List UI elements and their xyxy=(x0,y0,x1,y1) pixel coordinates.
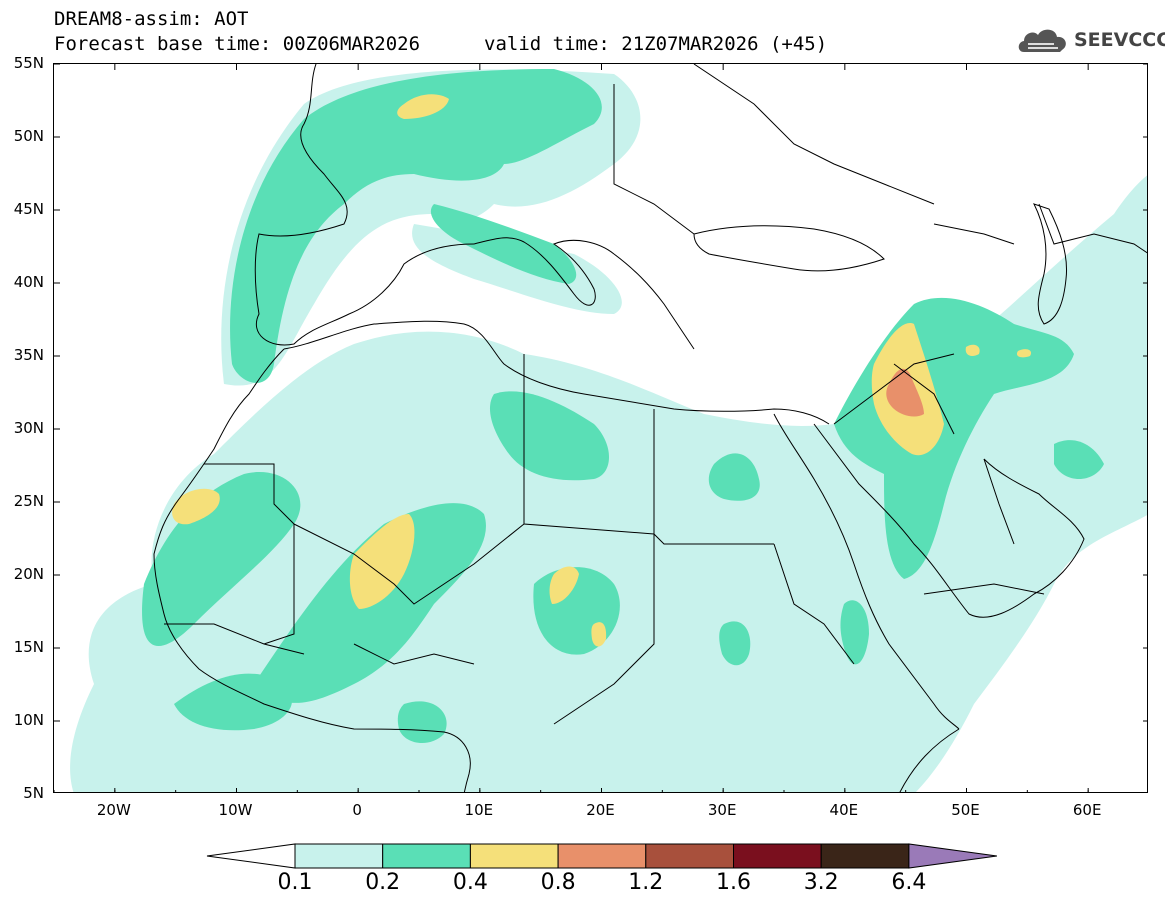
colorbar-box xyxy=(557,843,647,869)
cloud-icon xyxy=(1018,29,1066,52)
lon-label: 60E xyxy=(1072,801,1102,819)
lon-label: 20W xyxy=(96,801,131,819)
aot-map xyxy=(53,63,1148,793)
colorbar-threshold-label: 1.6 xyxy=(716,870,751,895)
lon-label: 10W xyxy=(218,801,253,819)
colorbar-boxes xyxy=(206,843,997,869)
colorbar-box xyxy=(645,843,734,869)
colorbar-box xyxy=(382,843,471,869)
colorbar-box xyxy=(820,843,910,869)
colorbar-threshold-label: 0.1 xyxy=(277,870,313,895)
colorbar-threshold-label: 0.4 xyxy=(452,870,488,895)
colorbar-box xyxy=(469,843,559,869)
aot-colorbar xyxy=(206,843,997,869)
colorbar-threshold-label: 6.4 xyxy=(891,870,927,895)
colorbar-threshold-label: 0.2 xyxy=(365,870,401,895)
colorbar-low-arrow xyxy=(206,843,296,869)
colorbar-threshold-label: 1.2 xyxy=(628,870,664,895)
axis-ticks xyxy=(54,64,1147,792)
colorbar-threshold-label: 3.2 xyxy=(803,870,839,895)
lon-label: 10E xyxy=(464,801,494,819)
map-title: DREAM8-assim: AOT xyxy=(54,8,249,30)
aot-level-0.8-region xyxy=(886,368,924,417)
lon-label: 0 xyxy=(352,801,362,819)
lon-label: 30E xyxy=(707,801,737,819)
lat-label: 40N xyxy=(13,273,44,291)
logo-text: SEEVCCC xyxy=(1074,29,1165,51)
aot-map-canvas xyxy=(54,64,1147,792)
forecast-base-time: Forecast base time: 00Z06MAR2026 xyxy=(54,33,421,55)
lat-label: 35N xyxy=(13,346,44,364)
lat-label: 20N xyxy=(13,565,44,583)
lat-label: 10N xyxy=(13,711,44,729)
lat-label: 5N xyxy=(23,784,44,802)
colorbar-high-arrow xyxy=(908,843,997,869)
lon-label: 40E xyxy=(829,801,859,819)
seevccc-logo: SEEVCCC xyxy=(1016,24,1165,58)
coastline-outline xyxy=(153,64,1147,792)
lat-label: 25N xyxy=(13,492,44,510)
colorbar-box xyxy=(733,843,822,869)
lat-label: 15N xyxy=(13,638,44,656)
valid-time: valid time: 21Z07MAR2026 (+45) xyxy=(484,33,828,55)
lat-label: 55N xyxy=(13,54,44,72)
lon-label: 20E xyxy=(586,801,615,819)
lon-label: 50E xyxy=(951,801,980,819)
colorbar-box xyxy=(294,843,384,869)
lat-label: 30N xyxy=(13,419,44,437)
colorbar-threshold-label: 0.8 xyxy=(540,870,576,895)
lat-label: 45N xyxy=(13,200,44,218)
lat-label: 50N xyxy=(13,127,44,145)
